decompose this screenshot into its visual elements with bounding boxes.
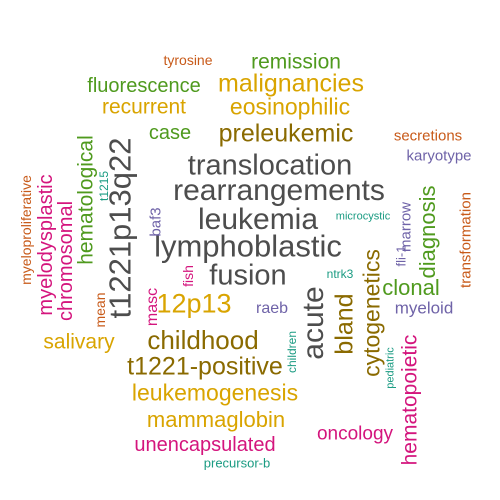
word-chromosomal: chromosomal [55,200,77,322]
word-cytogenetics: cytogenetics [358,249,385,377]
word-raeb: raeb [255,300,289,317]
word-marrow: marrow [397,201,415,253]
word-preleukemic: preleukemic [218,119,354,148]
word-tyrosine: tyrosine [163,52,213,68]
word-t1215: t1215 [97,170,111,202]
word-diagnosis: diagnosis [415,185,440,279]
word-lymphoblastic: lymphoblastic [154,228,342,264]
word-hematological: hematological [74,135,98,265]
word-baf3: baf3 [147,207,165,237]
word-12p13: 12p13 [156,288,232,319]
word-transformation: transformation [457,192,475,288]
word-remission: remission [251,50,341,74]
word-microcystic: microcystic [335,210,391,223]
word-childhood: childhood [147,325,259,355]
word-recurrent: recurrent [101,95,187,119]
word-oncology: oncology [316,423,394,445]
word-ntrk3: ntrk3 [326,267,354,281]
word-eosinophilic: eosinophilic [229,93,351,120]
word-rearrangements: rearrangements [173,174,385,207]
word-fluorescence: fluorescence [87,75,201,97]
word-pediatric: pediatric [384,347,397,389]
word-clonal: clonal [382,275,440,300]
word-hematopoietic: hematopoietic [398,334,422,466]
word-mammaglobin: mammaglobin [146,407,286,432]
word-leukemia: leukemia [197,203,319,236]
word-leukemogenesis: leukemogenesis [131,379,299,406]
word-unencapsulated: unencapsulated [134,434,276,456]
word-masc: masc [144,287,161,327]
word-myeloproliferative: myeloproliferative [18,175,34,285]
word-fish: fish [180,265,196,287]
word-children: children [285,330,299,374]
word-t1221p13q22: t1221p13q22 [102,137,138,319]
word-myeloid: myeloid [394,298,454,318]
word-myelodysplastic: myelodysplastic [35,174,57,316]
word-t1221-positive: t1221-positive [127,352,283,381]
word-acute: acute [297,286,330,360]
word-malignancies: malignancies [218,69,364,98]
word-translocation: translocation [187,149,353,182]
word-fusion: fusion [209,259,287,292]
word-bland: bland [330,293,359,355]
word-case: case [148,122,192,144]
word-secretions: secretions [393,127,463,145]
word-fli-1: fli-1 [393,245,409,267]
word-precursor-b: precursor-b [203,455,271,471]
word-salivary: salivary [43,330,115,354]
word-karyotype: karyotype [406,147,472,165]
word-mean: mean [92,292,108,328]
